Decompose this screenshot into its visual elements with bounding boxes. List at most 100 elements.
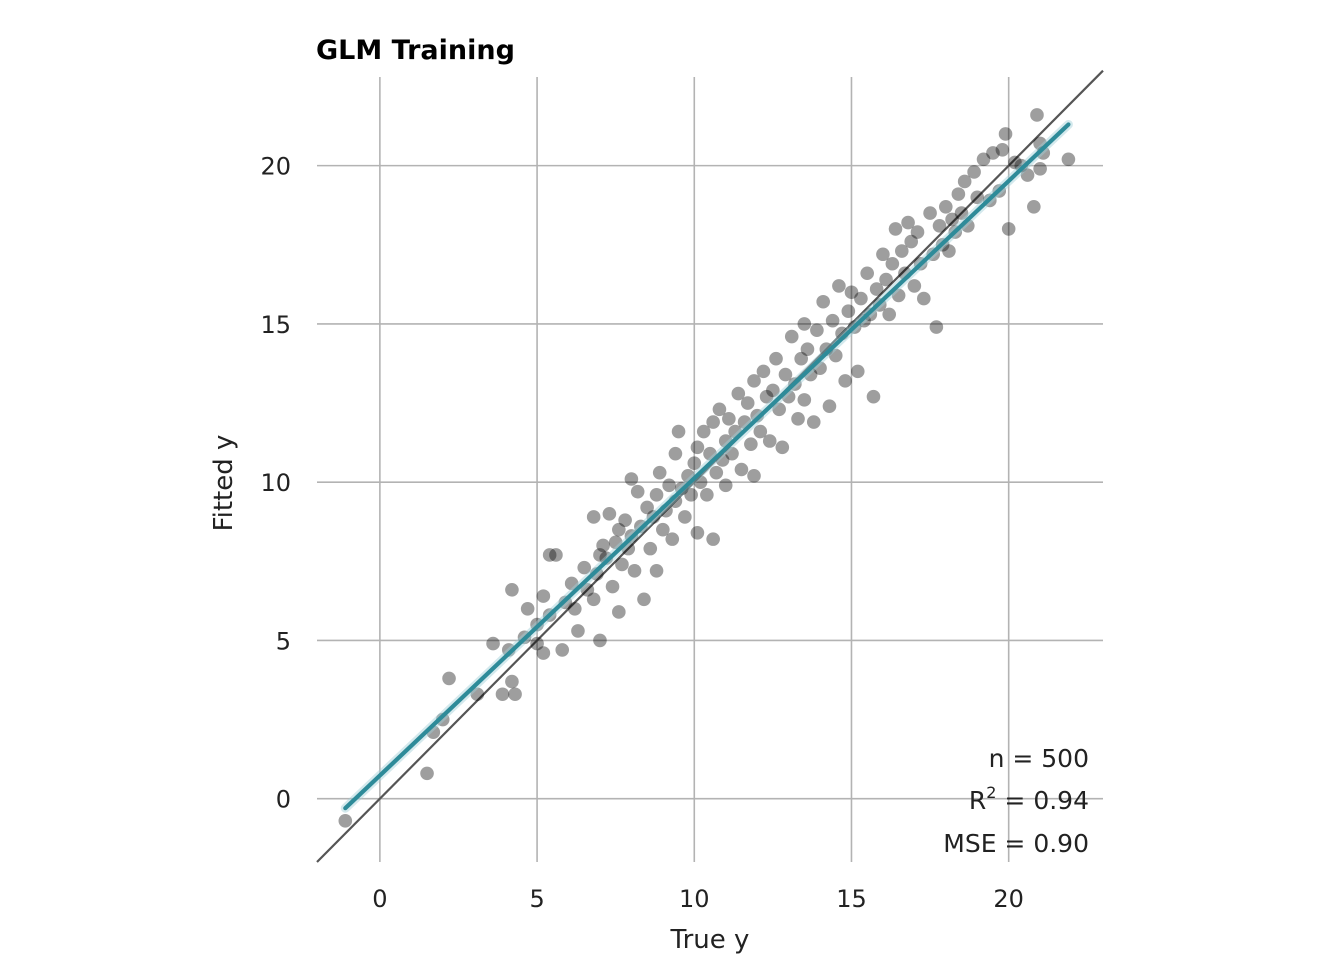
mse-annotation: MSE = 0.90 — [943, 829, 1089, 858]
data-point — [888, 222, 903, 236]
data-point — [536, 589, 551, 603]
data-point — [832, 279, 846, 293]
r2-superscript: 2 — [986, 783, 996, 802]
data-point — [772, 402, 786, 417]
data-point — [1001, 222, 1016, 236]
data-point — [505, 674, 519, 689]
y-axis-ticks: 0 5 10 15 20 — [260, 153, 291, 814]
y-tick-label: 5 — [276, 627, 291, 655]
data-point — [718, 478, 733, 493]
data-point — [656, 522, 670, 537]
data-point — [470, 687, 485, 702]
y-tick-label: 10 — [260, 469, 291, 497]
data-point — [442, 671, 456, 686]
data-point — [844, 285, 859, 300]
data-point — [986, 146, 1000, 160]
data-point — [542, 548, 557, 562]
data-point — [967, 165, 981, 179]
data-point — [816, 294, 830, 309]
data-point — [637, 592, 651, 607]
data-point — [564, 576, 579, 591]
x-tick-label: 0 — [372, 885, 387, 913]
data-point — [1030, 108, 1044, 122]
data-point — [486, 636, 500, 651]
data-point — [536, 646, 551, 660]
data-point — [684, 488, 698, 502]
data-point — [841, 304, 856, 319]
data-point — [932, 218, 947, 233]
data-point — [725, 446, 739, 461]
data-point — [593, 633, 607, 648]
data-point — [649, 488, 664, 502]
grid — [317, 77, 1103, 862]
data-point — [882, 307, 897, 322]
data-point — [590, 567, 604, 581]
y-tick-label: 15 — [260, 311, 291, 339]
data-point — [671, 424, 686, 439]
data-point — [649, 563, 664, 578]
data-point — [951, 187, 966, 201]
data-point — [501, 643, 516, 657]
data-point — [822, 399, 837, 413]
data-point — [599, 551, 614, 565]
data-point — [929, 320, 944, 334]
identity-line-path — [316, 69, 1104, 863]
data-point — [586, 592, 601, 607]
data-point — [759, 389, 774, 404]
data-point — [530, 636, 544, 651]
data-point — [850, 364, 865, 379]
data-point — [665, 532, 680, 546]
x-axis-label: True y — [670, 925, 750, 955]
data-point — [901, 215, 915, 230]
data-point — [505, 582, 519, 597]
data-point — [602, 507, 617, 521]
data-point — [696, 424, 711, 439]
x-axis-ticks: 0 5 10 15 20 — [372, 885, 1024, 913]
data-point — [668, 446, 683, 461]
data-point — [778, 367, 793, 382]
data-point — [605, 579, 620, 594]
data-point — [954, 206, 969, 220]
data-point — [747, 374, 761, 388]
data-point — [1027, 199, 1041, 214]
data-point — [756, 364, 771, 379]
data-point — [640, 500, 654, 515]
data-point — [976, 152, 991, 167]
data-point — [885, 256, 900, 271]
data-point — [775, 440, 790, 455]
data-point — [608, 535, 623, 550]
data-point — [624, 472, 639, 486]
fit-line-layer — [340, 119, 1073, 813]
data-point — [1061, 152, 1076, 167]
data-point — [338, 814, 353, 828]
chart-title: GLM Training — [316, 35, 515, 66]
data-point — [690, 440, 705, 455]
data-point — [596, 538, 610, 553]
data-point — [791, 412, 805, 426]
data-point — [970, 190, 985, 205]
data-point — [693, 475, 708, 489]
data-point — [828, 348, 843, 363]
data-point — [854, 291, 868, 306]
data-point — [652, 465, 667, 480]
data-point — [939, 199, 953, 214]
data-point — [784, 329, 799, 344]
data-point — [769, 351, 783, 366]
data-point — [662, 478, 676, 493]
data-point — [800, 342, 815, 357]
data-point — [435, 712, 450, 727]
data-point — [612, 522, 626, 537]
data-point — [866, 389, 881, 404]
data-point — [586, 510, 601, 524]
r2-annotation: R2 = 0.94 — [969, 783, 1089, 815]
data-point — [995, 143, 1010, 157]
data-point — [806, 415, 821, 429]
data-point — [549, 548, 563, 562]
data-point — [630, 484, 645, 499]
data-point — [1008, 155, 1022, 170]
data-point — [740, 396, 755, 410]
data-point — [520, 601, 535, 616]
data-point — [690, 526, 705, 540]
data-point — [571, 624, 585, 638]
data-point — [568, 601, 582, 616]
